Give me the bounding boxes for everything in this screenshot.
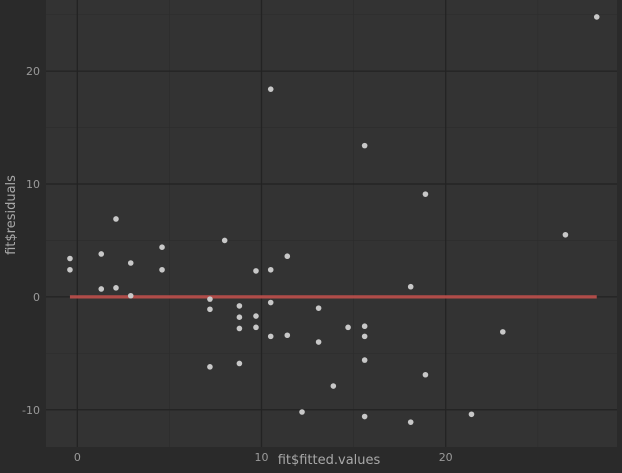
plot-panel bbox=[46, 0, 617, 447]
data-point bbox=[468, 411, 475, 418]
data-point bbox=[207, 306, 213, 313]
data-point bbox=[407, 283, 414, 290]
y-axis-title: fit$residuals bbox=[4, 175, 19, 255]
data-point bbox=[236, 325, 243, 332]
data-point bbox=[98, 286, 105, 292]
axis-tick-labels: 0 10 20 -10 0 10 20 bbox=[22, 65, 453, 464]
data-point bbox=[236, 360, 243, 367]
data-point bbox=[67, 266, 73, 273]
data-point bbox=[267, 333, 274, 340]
data-point bbox=[422, 191, 429, 197]
x-axis-title: fit$fitted.values bbox=[278, 453, 381, 468]
y-tick-label: -10 bbox=[22, 404, 40, 417]
data-point bbox=[253, 313, 259, 319]
data-point bbox=[159, 244, 165, 251]
x-tick-label: 10 bbox=[255, 451, 269, 464]
data-point bbox=[315, 339, 322, 345]
data-point bbox=[361, 142, 368, 149]
data-point bbox=[361, 333, 368, 340]
y-tick-label: 20 bbox=[26, 65, 40, 78]
y-tick-label: 0 bbox=[33, 291, 40, 304]
data-point bbox=[221, 237, 228, 244]
data-point bbox=[500, 329, 506, 335]
data-point bbox=[267, 266, 274, 273]
data-point bbox=[236, 303, 243, 309]
data-point bbox=[113, 285, 119, 291]
data-point bbox=[127, 260, 134, 266]
data-point bbox=[113, 216, 119, 222]
data-point bbox=[253, 324, 259, 331]
data-point bbox=[207, 296, 213, 302]
data-point bbox=[345, 324, 351, 331]
data-point bbox=[361, 413, 368, 420]
panel-background bbox=[46, 0, 617, 447]
data-point bbox=[284, 253, 291, 260]
data-points bbox=[67, 14, 600, 425]
data-point bbox=[67, 255, 73, 262]
data-point bbox=[330, 383, 337, 389]
data-point bbox=[562, 231, 569, 238]
x-tick-label: 20 bbox=[439, 451, 453, 464]
data-point bbox=[127, 292, 134, 299]
data-point bbox=[98, 251, 105, 257]
data-point bbox=[253, 268, 259, 274]
data-point bbox=[236, 314, 243, 320]
data-point bbox=[299, 409, 305, 415]
x-tick-label: 0 bbox=[74, 451, 81, 464]
data-point bbox=[422, 371, 429, 378]
data-point bbox=[267, 299, 274, 306]
data-point bbox=[361, 357, 368, 363]
data-point bbox=[361, 323, 368, 330]
data-point bbox=[593, 14, 600, 20]
data-point bbox=[315, 305, 322, 311]
data-point bbox=[407, 419, 414, 425]
data-point bbox=[207, 364, 213, 370]
data-point bbox=[267, 86, 274, 92]
data-point bbox=[284, 332, 291, 339]
data-point bbox=[159, 266, 165, 273]
y-tick-label: 10 bbox=[26, 178, 40, 191]
